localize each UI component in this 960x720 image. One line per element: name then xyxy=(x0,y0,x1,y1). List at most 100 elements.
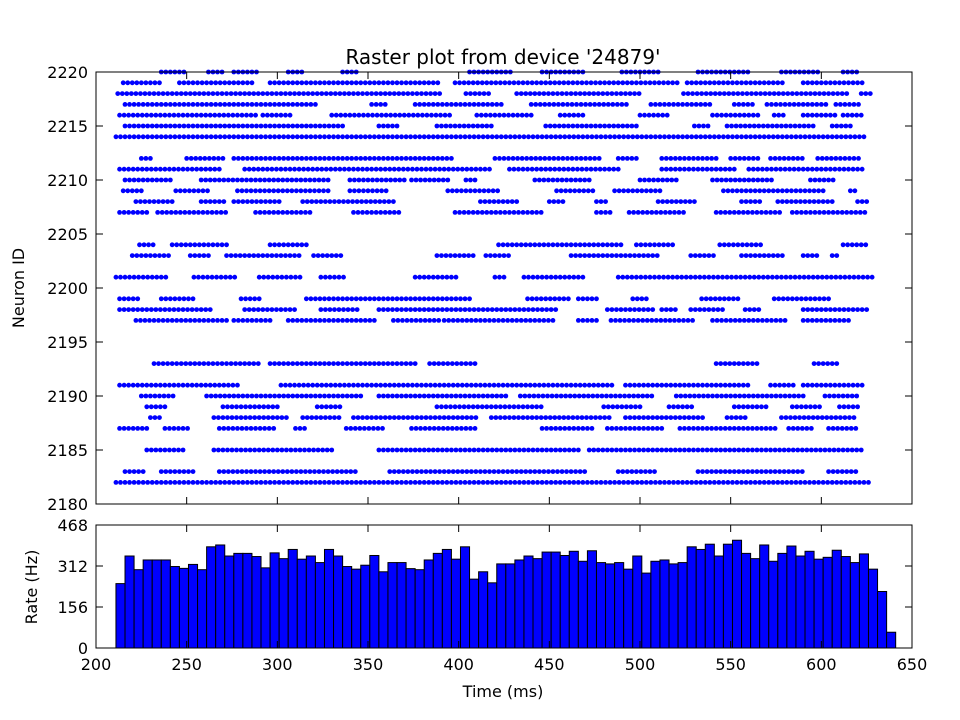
spike-point xyxy=(225,177,231,183)
spike-point xyxy=(448,123,453,129)
spike-point xyxy=(496,382,501,388)
spike-point xyxy=(506,156,511,161)
spike-point xyxy=(471,102,477,107)
spike-point xyxy=(520,166,526,172)
spike-point xyxy=(426,480,432,485)
spike-point xyxy=(178,361,184,366)
spike-point xyxy=(278,382,284,388)
spike-point xyxy=(680,102,686,107)
spike-point xyxy=(546,382,551,388)
spike-point xyxy=(859,166,865,172)
spike-point xyxy=(483,253,489,258)
spike-point xyxy=(437,382,443,388)
spike-point xyxy=(204,123,210,129)
spike-point xyxy=(675,404,681,410)
spike-point xyxy=(220,447,226,453)
spike-point xyxy=(805,307,811,312)
spike-point xyxy=(428,166,433,172)
spike-point xyxy=(580,318,586,323)
spike-point xyxy=(119,91,125,96)
neuron-row-2208 xyxy=(133,199,870,205)
spike-point xyxy=(192,242,198,248)
neuron-row-2203 xyxy=(129,253,840,258)
spike-point xyxy=(290,242,296,248)
spike-point xyxy=(154,102,160,107)
spike-point xyxy=(257,210,263,215)
spike-point xyxy=(357,426,363,431)
neuron-row-2190 xyxy=(138,393,860,399)
spike-point xyxy=(245,480,250,485)
spike-point xyxy=(418,318,423,323)
spike-point xyxy=(848,210,854,215)
spike-point xyxy=(530,134,536,140)
spike-point xyxy=(666,134,672,140)
spike-point xyxy=(284,177,290,183)
spike-point xyxy=(129,188,135,194)
spike-point xyxy=(745,102,751,107)
spike-point xyxy=(400,318,405,323)
spike-point xyxy=(737,318,743,323)
spike-point xyxy=(775,199,781,205)
spike-point xyxy=(520,80,526,86)
spike-point xyxy=(611,166,617,172)
spike-point xyxy=(632,447,637,453)
spike-point xyxy=(736,210,742,215)
spike-point xyxy=(837,102,843,107)
spike-point xyxy=(691,382,696,388)
spike-point xyxy=(485,134,491,140)
spike-point xyxy=(749,242,754,248)
spike-point xyxy=(684,404,690,410)
spike-point xyxy=(235,177,240,183)
spike-point xyxy=(326,156,332,161)
spike-point xyxy=(768,382,773,388)
spike-point xyxy=(122,123,128,129)
spike-point xyxy=(802,188,808,194)
spike-point xyxy=(837,80,842,86)
spike-point xyxy=(725,188,731,194)
spike-point xyxy=(235,393,241,399)
spike-point xyxy=(183,318,189,323)
spike-point xyxy=(823,166,829,172)
spike-point xyxy=(186,102,191,107)
spike-point xyxy=(793,188,799,194)
spike-point xyxy=(290,102,296,107)
spike-point xyxy=(565,166,571,172)
spike-point xyxy=(249,156,255,161)
spike-point xyxy=(780,91,786,96)
rate-bar xyxy=(115,583,126,649)
rate-bar xyxy=(242,552,253,649)
spike-point xyxy=(624,123,630,129)
spike-point xyxy=(740,91,745,96)
spike-point xyxy=(427,361,433,366)
spike-point xyxy=(326,480,332,485)
spike-point xyxy=(176,166,181,172)
spike-point xyxy=(394,296,400,302)
spike-point xyxy=(254,156,259,161)
rate-bar xyxy=(704,543,715,649)
spike-point xyxy=(172,469,178,474)
spike-point xyxy=(855,166,860,172)
spike-point xyxy=(484,404,490,410)
spike-point xyxy=(659,166,665,172)
spike-point xyxy=(509,242,515,248)
spike-point xyxy=(420,112,425,118)
spike-point xyxy=(559,91,565,96)
spike-point xyxy=(851,274,857,280)
spike-point xyxy=(750,426,755,431)
spike-point xyxy=(450,318,456,323)
spike-point xyxy=(492,253,498,258)
spike-point xyxy=(799,447,805,453)
rate-bar xyxy=(813,558,824,649)
spike-point xyxy=(263,134,268,140)
spike-point xyxy=(748,199,754,205)
spike-point xyxy=(713,166,719,172)
spike-point xyxy=(444,480,450,485)
spike-point xyxy=(743,188,749,194)
spike-point xyxy=(446,318,452,323)
spike-point xyxy=(129,253,135,258)
spike-point xyxy=(770,188,776,194)
spike-point xyxy=(597,123,603,129)
spike-point xyxy=(376,296,382,302)
rate-bar xyxy=(886,631,897,649)
spike-point xyxy=(641,253,647,258)
